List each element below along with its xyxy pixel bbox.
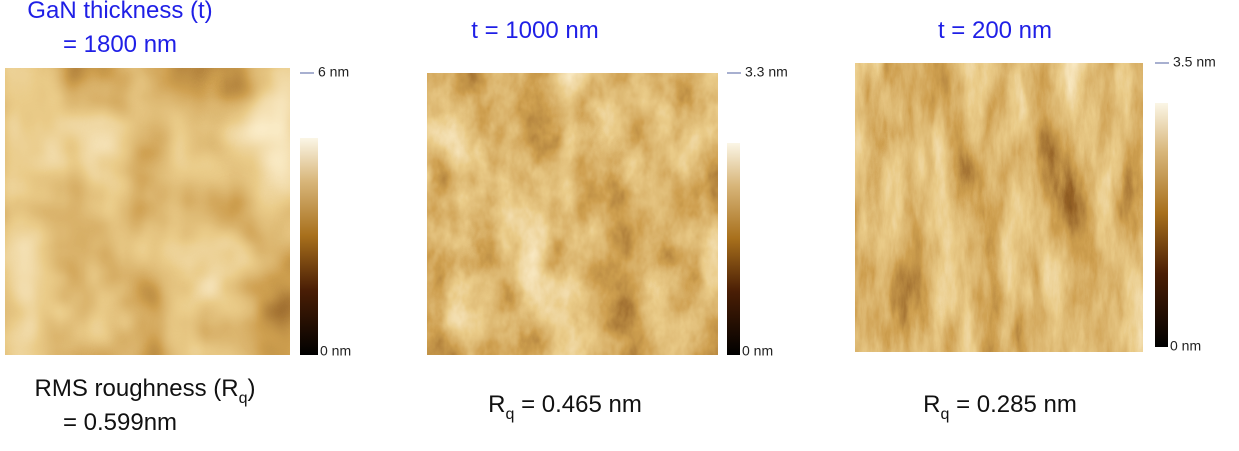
roughness-value: = 0.599nm — [63, 409, 177, 436]
colorbar — [727, 143, 740, 355]
scale-min-label: 0 nm — [320, 343, 351, 359]
scale-max-label: 3.5 nm — [1173, 54, 1216, 70]
caption-text: ) — [247, 375, 255, 402]
caption-text: = 0.465 nm — [514, 391, 641, 418]
roughness-caption: Rq = 0.285 nm — [923, 391, 1077, 423]
figure: GaN thickness (t) = 1800 nm 6 nm 0 nm RMS ro… — [0, 0, 1239, 446]
scale-max-label: 6 nm — [318, 64, 349, 80]
caption-subscript: q — [941, 406, 950, 423]
colorbar — [300, 138, 318, 355]
caption-text: = 0.285 nm — [949, 391, 1076, 418]
roughness-caption: RMS roughness (Rq) — [35, 375, 256, 407]
caption-subscript: q — [239, 390, 248, 407]
caption-text: R — [488, 391, 505, 418]
scale-min-label: 0 nm — [742, 343, 773, 359]
panel-title: GaN thickness (t) — [27, 0, 212, 24]
roughness-caption: Rq = 0.465 nm — [488, 391, 642, 423]
panel-title: t = 200 nm — [938, 17, 1052, 44]
panel-title: = 1800 nm — [63, 31, 177, 58]
caption-text: RMS roughness (R — [35, 375, 239, 402]
afm-image — [427, 73, 718, 355]
scale-max-label: 3.3 nm — [745, 64, 788, 80]
scale-min-label: 0 nm — [1170, 338, 1201, 354]
caption-subscript: q — [506, 406, 515, 423]
panel-title: t = 1000 nm — [471, 17, 598, 44]
colorbar — [1155, 103, 1168, 347]
afm-image — [5, 68, 290, 355]
afm-image — [855, 63, 1143, 352]
caption-text: R — [923, 391, 940, 418]
page: GaN thickness (t) = 1800 nm 6 nm 0 nm RMS ro… — [0, 0, 1239, 446]
